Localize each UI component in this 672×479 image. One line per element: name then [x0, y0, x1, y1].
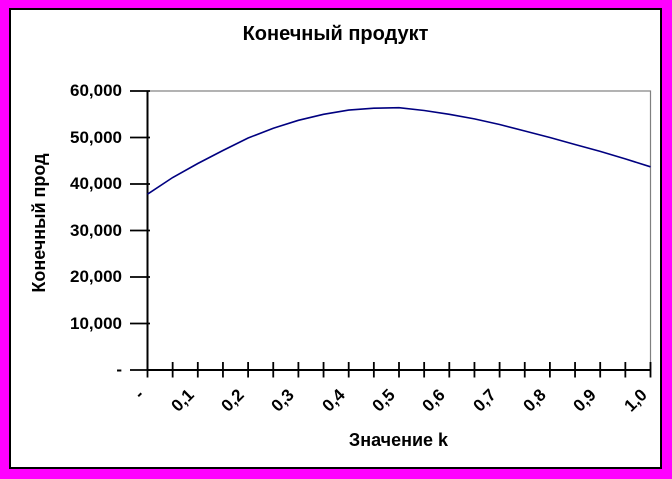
y-tick-label: 60,000: [70, 81, 122, 100]
y-tick-label: 10,000: [70, 313, 122, 333]
x-axis-title: Значение k: [348, 430, 449, 450]
y-tick-label: -: [116, 360, 122, 379]
series-line: [147, 106, 651, 195]
chart-area[interactable]: Конечный продукт Конечный прод Значение …: [9, 8, 662, 469]
y-tick-label: 40,000: [70, 174, 122, 193]
y-tick-label: 30,000: [70, 220, 122, 240]
y-tick-label: 20,000: [70, 267, 122, 286]
plot-canvas: [130, 90, 652, 378]
plot-border: [146, 90, 652, 371]
y-tick-label: 50,000: [70, 127, 122, 147]
chart-title: Конечный продукт: [242, 23, 429, 45]
